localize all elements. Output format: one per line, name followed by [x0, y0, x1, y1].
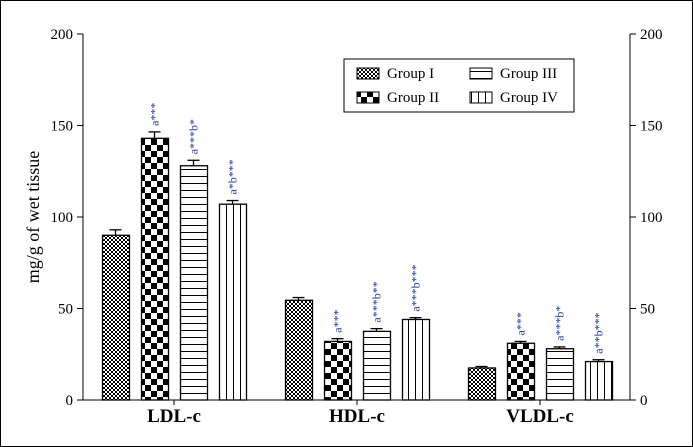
significance-label: a***b***	[409, 264, 423, 311]
significance-label: a***b*	[187, 119, 201, 154]
bar-group-i-ldl-c	[101, 234, 131, 401]
legend-label-1: Group I	[387, 66, 434, 82]
legend-swatch-2	[356, 91, 380, 104]
y-tick-label-left: 100	[51, 210, 74, 226]
bar-group-ii-ldl-c	[140, 137, 170, 401]
significance-label: a**b***	[592, 312, 606, 353]
significance-label: a*b***	[226, 159, 240, 194]
bar-group-ii-vldl-c	[506, 342, 536, 401]
bar-group-i-hdl-c	[284, 299, 314, 401]
y-axis-label: mg/g of wet tissue	[23, 151, 43, 284]
x-tick-label: VLDL-c	[506, 406, 574, 427]
x-tick-label: LDL-c	[147, 406, 201, 427]
bar-group-iv-hdl-c	[401, 318, 431, 401]
x-tick-label: HDL-c	[329, 406, 385, 427]
legend-label-3: Group III	[500, 66, 557, 82]
significance-label: a***b**	[370, 281, 384, 322]
legend: Group I Group II Group III Group IV	[343, 58, 575, 113]
bar-group-iv-vldl-c	[584, 360, 614, 401]
bar-group-iv-ldl-c	[218, 203, 248, 401]
y-tick-label-left: 150	[51, 119, 74, 135]
y-tick-label-right: 0	[640, 393, 648, 409]
significance-label: a***	[514, 312, 528, 335]
legend-label-4: Group IV	[500, 90, 558, 106]
bar-group-iii-ldl-c	[179, 165, 209, 401]
bar-group-i-vldl-c	[467, 367, 497, 401]
legend-swatch-3	[469, 67, 493, 80]
y-tick-label-left: 50	[58, 302, 73, 318]
y-tick-label-right: 150	[640, 119, 663, 135]
y-tick-label-right: 100	[640, 210, 663, 226]
legend-label-2: Group II	[387, 90, 439, 106]
y-tick-label-left: 200	[51, 27, 74, 43]
y-tick-label-right: 50	[640, 302, 655, 318]
significance-label: a***	[331, 309, 345, 332]
legend-swatch-4	[469, 91, 493, 104]
significance-label: a***	[148, 103, 162, 126]
legend-swatch-1	[356, 67, 380, 80]
y-tick-label-left: 0	[66, 393, 74, 409]
significance-label: a***b*	[553, 306, 567, 341]
bar-group-ii-hdl-c	[323, 340, 353, 401]
y-tick-label-right: 200	[640, 27, 663, 43]
bar-group-iii-vldl-c	[545, 348, 575, 401]
bar-group-iii-hdl-c	[362, 330, 392, 401]
